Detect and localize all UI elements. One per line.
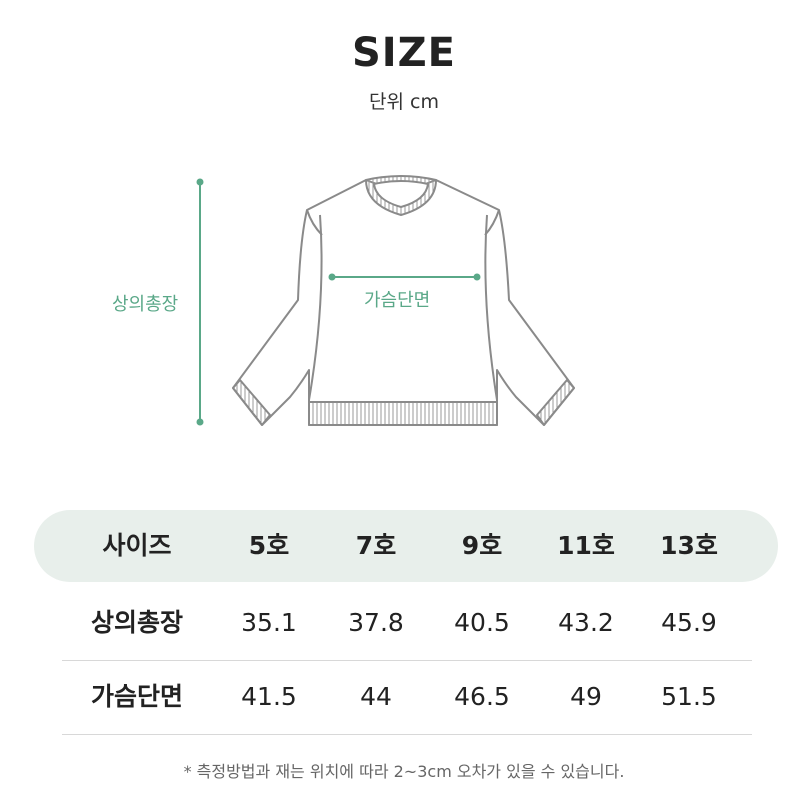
sweatshirt-illustration <box>196 175 575 426</box>
row-label: 가슴단면 <box>90 682 183 711</box>
page-title: SIZE <box>351 30 457 76</box>
value-cell: 40.5 <box>454 608 510 637</box>
value-cell: 41.5 <box>241 682 297 711</box>
header-label: 사이즈 <box>102 531 172 560</box>
value-cell: 51.5 <box>661 682 717 711</box>
chest-measure-line <box>328 273 481 281</box>
size-header: 13호 <box>660 531 718 560</box>
table-row: 상의총장 35.1 37.8 40.5 43.2 45.9 <box>0 603 808 643</box>
value-cell: 35.1 <box>241 608 297 637</box>
table-header-row: 사이즈 5호 7호 9호 11호 13호 <box>0 526 808 566</box>
table-header-band <box>34 510 778 582</box>
table-row: 가슴단면 41.5 44 46.5 49 51.5 <box>0 677 808 717</box>
length-label: 상의총장 <box>112 294 179 315</box>
value-cell: 44 <box>360 682 392 711</box>
value-cell: 45.9 <box>661 608 717 637</box>
size-header: 5호 <box>248 531 290 560</box>
size-header: 7호 <box>355 531 397 560</box>
chest-label: 가슴단면 <box>364 290 431 311</box>
row-label: 상의총장 <box>90 608 183 637</box>
row-divider <box>62 734 752 735</box>
sweatshirt-icon <box>232 175 575 426</box>
row-divider <box>62 660 752 661</box>
size-header: 11호 <box>557 531 615 560</box>
measurement-note: * 측정방법과 재는 위치에 따라 2~3cm 오차가 있을 수 있습니다. <box>183 762 625 781</box>
length-measure-line <box>196 178 204 426</box>
value-cell: 37.8 <box>348 608 404 637</box>
value-cell: 46.5 <box>454 682 510 711</box>
unit-label: 단위 cm <box>369 91 439 113</box>
size-header: 9호 <box>461 531 503 560</box>
value-cell: 43.2 <box>558 608 614 637</box>
value-cell: 49 <box>570 682 602 711</box>
